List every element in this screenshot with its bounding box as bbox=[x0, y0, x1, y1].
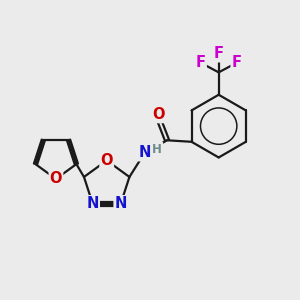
Text: F: F bbox=[214, 46, 224, 61]
Text: O: O bbox=[100, 153, 113, 168]
Text: N: N bbox=[115, 196, 127, 211]
Text: H: H bbox=[152, 143, 162, 156]
Text: F: F bbox=[232, 55, 242, 70]
Text: O: O bbox=[152, 107, 165, 122]
Text: F: F bbox=[196, 55, 206, 70]
Text: N: N bbox=[86, 196, 99, 211]
Text: N: N bbox=[139, 145, 151, 160]
Text: O: O bbox=[50, 172, 62, 187]
